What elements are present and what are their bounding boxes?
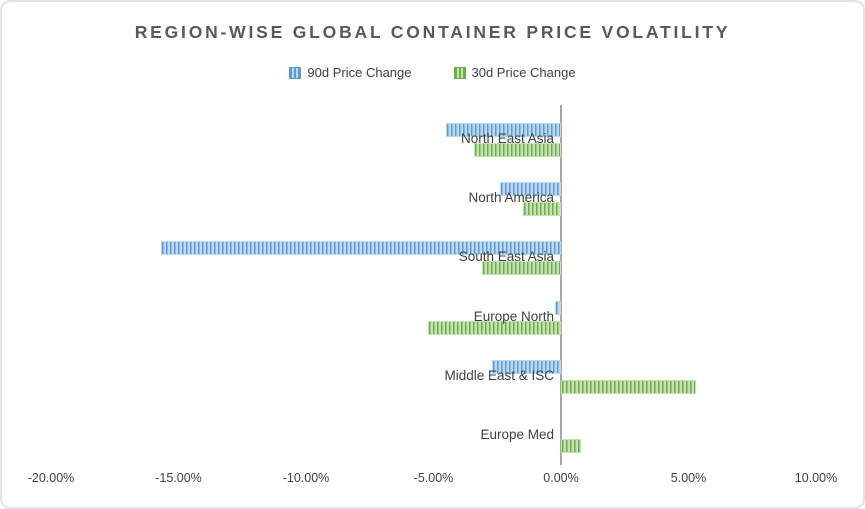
bar-30d-price-change-europe-med: [561, 439, 582, 454]
bar-90d-price-change-europe-north: [554, 300, 561, 315]
x-tick-label-5-00: 5.00%: [670, 471, 707, 485]
legend-item-30d: 30d Price Change: [453, 65, 576, 80]
bar-30d-price-change-south-east-asia: [481, 261, 561, 276]
legend-swatch-90d-icon: [289, 66, 302, 79]
chart-title: REGION-WISE GLOBAL CONTAINER PRICE VOLAT…: [134, 22, 731, 42]
bar-90d-price-change-middle-east-isc: [492, 360, 561, 374]
category-label-north-america: North America: [468, 190, 554, 205]
x-tick-label-15-00: -15.00%: [155, 471, 202, 485]
category-label-south-east-asia: South East Asia: [458, 249, 554, 265]
plot-area: North East Asia North America South East A…: [51, 105, 816, 466]
x-tick-label-5-00: -5.00%: [413, 471, 454, 485]
bar-30d-price-change-north-america: [522, 202, 561, 216]
bar-90d-price-change-north-america: [499, 182, 561, 196]
category-label-europe-north: Europe North: [473, 308, 554, 324]
x-tick-label-10-00: 10.00%: [794, 471, 838, 485]
x-tick-label-0-00: 0.00%: [543, 471, 579, 485]
x-tick-label-20-00: -20.00%: [27, 471, 75, 485]
category-label-middle-east-isc: Middle East & ISC: [444, 368, 554, 383]
zero-axis-line: [560, 105, 562, 465]
bar-30d-price-change-middle-east-isc: [561, 380, 697, 394]
bar-30d-price-change-europe-north: [428, 320, 561, 335]
bar-90d-price-change-south-east-asia: [160, 241, 561, 256]
x-axis: -20.00% -15.00% -10.00% -5.00% 0.00% 5.00% 10.…: [28, 471, 837, 491]
legend-swatch-30d-icon: [453, 66, 466, 79]
legend-label-90d: 90d Price Change: [307, 65, 412, 80]
bar-30d-price-change-north-east-asia: [474, 142, 561, 157]
category-label-north-east-asia: North East Asia: [460, 130, 554, 146]
category-label-europe-med: Europe Med: [480, 427, 554, 443]
x-tick-label-10-00: -10.00%: [282, 471, 330, 485]
legend-item-90d: 90d Price Change: [289, 65, 412, 80]
chart-legend: 90d Price Change 30d Price Change: [2, 65, 863, 80]
legend-label-30d: 30d Price Change: [471, 65, 576, 80]
bar-90d-price-change-north-east-asia: [446, 122, 561, 137]
